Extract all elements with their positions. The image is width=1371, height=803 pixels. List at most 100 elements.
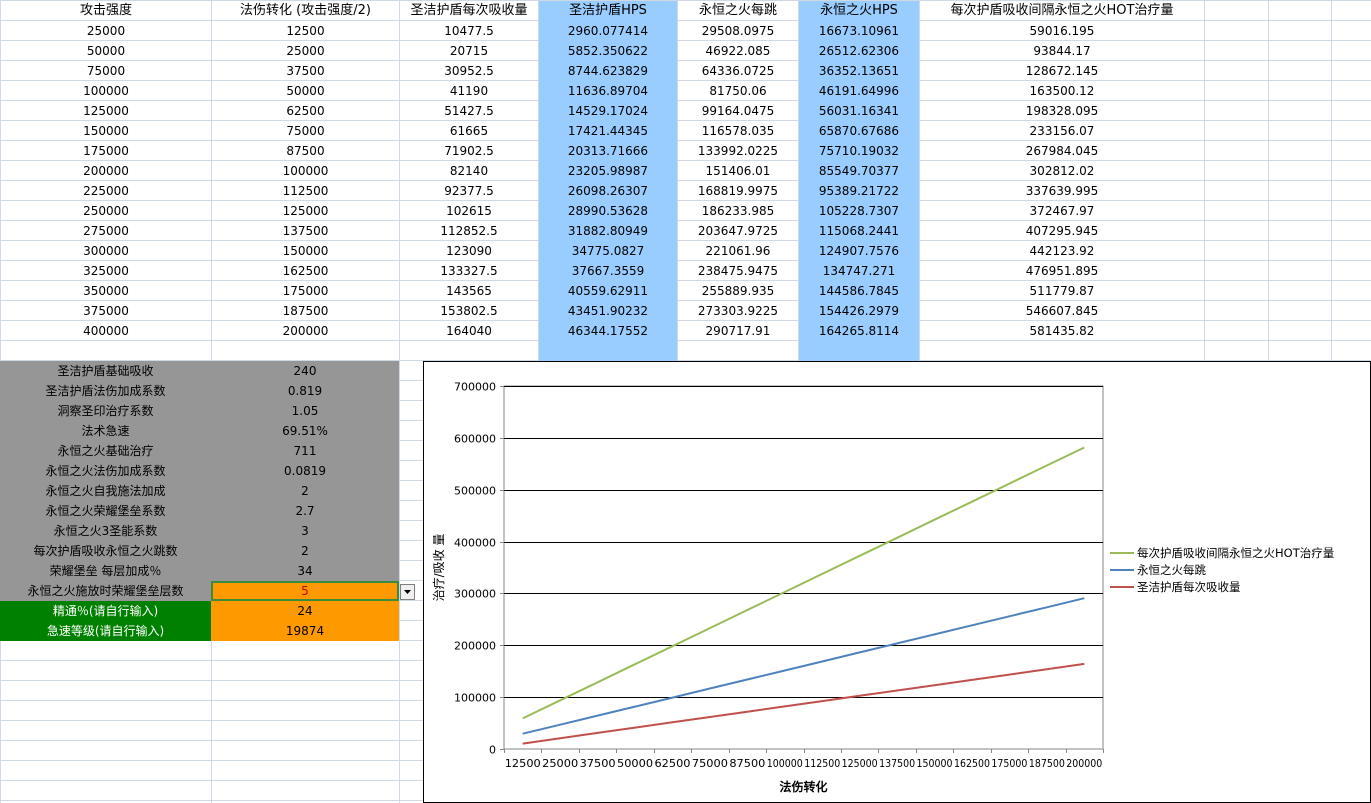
table-cell[interactable]: 302812.02	[1029, 164, 1095, 178]
table-cell[interactable]: 20313.71666	[539, 141, 677, 161]
table-cell[interactable]: 187500	[282, 304, 329, 318]
table-cell[interactable]: 112852.5	[440, 224, 498, 238]
table-cell[interactable]: 186233.985	[701, 204, 775, 218]
table-cell[interactable]: 26098.26307	[539, 181, 677, 201]
table-cell[interactable]: 105228.7307	[799, 201, 919, 221]
table-cell[interactable]: 93844.17	[1033, 44, 1091, 58]
table-cell[interactable]: 37667.3559	[539, 261, 677, 281]
table-cell[interactable]: 375000	[83, 304, 129, 318]
param-value[interactable]: 0.0819	[211, 461, 399, 481]
param-value[interactable]: 3	[211, 521, 399, 541]
header-fire-hps[interactable]: 永恒之火HPS	[799, 1, 919, 21]
table-cell[interactable]: 134747.271	[799, 261, 919, 281]
table-cell[interactable]: 137500	[282, 224, 329, 238]
table-cell[interactable]: 75710.19032	[799, 141, 919, 161]
table-cell[interactable]: 546607.845	[1025, 304, 1099, 318]
table-cell[interactable]: 95389.21722	[799, 181, 919, 201]
table-cell[interactable]: 372467.97	[1029, 204, 1095, 218]
table-cell[interactable]: 29508.0975	[701, 24, 775, 38]
table-cell[interactable]: 225000	[83, 184, 129, 198]
header-spellpower-conversion[interactable]: 法伤转化 (攻击强度/2)	[240, 3, 371, 18]
table-cell[interactable]: 175000	[282, 284, 329, 298]
table-cell[interactable]: 125000	[282, 204, 329, 218]
table-cell[interactable]: 337639.995	[1025, 184, 1099, 198]
table-cell[interactable]: 50000	[286, 84, 325, 98]
table-cell[interactable]: 30952.5	[444, 64, 494, 78]
param-value[interactable]: 240	[211, 361, 399, 381]
table-cell[interactable]: 150000	[83, 124, 129, 138]
table-cell[interactable]: 16673.10961	[799, 21, 919, 41]
table-cell[interactable]: 511779.87	[1029, 284, 1095, 298]
table-cell[interactable]: 62500	[286, 104, 325, 118]
table-cell[interactable]: 162500	[282, 264, 329, 278]
table-cell[interactable]: 164265.8114	[799, 321, 919, 341]
table-cell[interactable]: 400000	[83, 324, 129, 338]
table-cell[interactable]: 65870.67686	[799, 121, 919, 141]
table-cell[interactable]: 14529.17024	[539, 101, 677, 121]
table-cell[interactable]: 8744.623829	[539, 61, 677, 81]
stack-count-select[interactable]: 5	[211, 581, 399, 601]
table-cell[interactable]: 154426.2979	[799, 301, 919, 321]
table-cell[interactable]: 25000	[286, 44, 325, 58]
table-cell[interactable]: 290717.91	[705, 324, 771, 338]
table-cell[interactable]: 267984.045	[1025, 144, 1099, 158]
table-cell[interactable]: 153802.5	[440, 304, 498, 318]
table-cell[interactable]: 75000	[286, 124, 325, 138]
mastery-input[interactable]: 24	[211, 601, 399, 621]
table-cell[interactable]: 200000	[83, 164, 129, 178]
table-cell[interactable]: 115068.2441	[799, 221, 919, 241]
table-cell[interactable]: 41190	[449, 84, 489, 98]
table-cell[interactable]: 350000	[83, 284, 129, 298]
table-cell[interactable]: 300000	[83, 244, 129, 258]
table-cell[interactable]: 581435.82	[1029, 324, 1095, 338]
table-cell[interactable]: 82140	[449, 164, 489, 178]
param-value[interactable]: 34	[211, 561, 399, 581]
table-cell[interactable]: 46922.085	[705, 44, 771, 58]
table-cell[interactable]: 255889.935	[701, 284, 775, 298]
table-cell[interactable]: 407295.945	[1025, 224, 1099, 238]
table-cell[interactable]: 31882.80949	[539, 221, 677, 241]
table-cell[interactable]: 5852.350622	[539, 41, 677, 61]
table-cell[interactable]: 36352.13651	[799, 61, 919, 81]
line-chart[interactable]: 0 100000 200000 300000 400000 500000 600000 700…	[423, 361, 1371, 803]
param-value[interactable]: 1.05	[211, 401, 399, 421]
table-cell[interactable]: 124907.7576	[799, 241, 919, 261]
haste-rating-input[interactable]: 19874	[211, 621, 399, 641]
table-cell[interactable]	[539, 341, 677, 361]
table-cell[interactable]: 116578.035	[701, 124, 775, 138]
table-cell[interactable]: 102615	[446, 204, 492, 218]
table-cell[interactable]: 100000	[282, 164, 329, 178]
table-cell[interactable]: 144586.7845	[799, 281, 919, 301]
param-value[interactable]: 2	[211, 541, 399, 561]
table-cell[interactable]: 125000	[83, 104, 129, 118]
table-cell[interactable]: 143565	[446, 284, 492, 298]
table-cell[interactable]: 123090	[446, 244, 492, 258]
table-cell[interactable]: 198328.095	[1025, 104, 1099, 118]
table-cell[interactable]: 150000	[282, 244, 329, 258]
table-cell[interactable]: 40559.62911	[539, 281, 677, 301]
header-hot-between-shields[interactable]: 每次护盾吸收间隔永恒之火HOT治疗量	[950, 3, 1174, 18]
table-cell[interactable]: 128672.145	[1025, 64, 1099, 78]
param-value[interactable]: 0.819	[211, 381, 399, 401]
header-shield-hps[interactable]: 圣洁护盾HPS	[539, 1, 677, 21]
table-cell[interactable]: 100000	[83, 84, 129, 98]
table-cell[interactable]: 26512.62306	[799, 41, 919, 61]
table-cell[interactable]: 476951.895	[1025, 264, 1099, 278]
header-fire-tick[interactable]: 永恒之火每跳	[698, 3, 777, 18]
table-cell[interactable]: 133992.0225	[697, 144, 779, 158]
table-cell[interactable]: 34775.0827	[539, 241, 677, 261]
param-value[interactable]: 2.7	[211, 501, 399, 521]
table-cell[interactable]: 23205.98987	[539, 161, 677, 181]
table-cell[interactable]: 46344.17552	[539, 321, 677, 341]
table-cell[interactable]: 442123.92	[1029, 244, 1095, 258]
table-cell[interactable]: 46191.64996	[799, 81, 919, 101]
table-cell[interactable]: 200000	[282, 324, 329, 338]
table-cell[interactable]: 151406.01	[705, 164, 771, 178]
table-cell[interactable]: 203647.9725	[697, 224, 779, 238]
dropdown-arrow-icon[interactable]	[400, 584, 415, 600]
table-cell[interactable]: 81750.06	[709, 84, 767, 98]
table-cell[interactable]: 112500	[282, 184, 329, 198]
table-cell[interactable]: 164040	[446, 324, 492, 338]
table-cell[interactable]: 275000	[83, 224, 129, 238]
table-cell[interactable]: 37500	[286, 64, 325, 78]
